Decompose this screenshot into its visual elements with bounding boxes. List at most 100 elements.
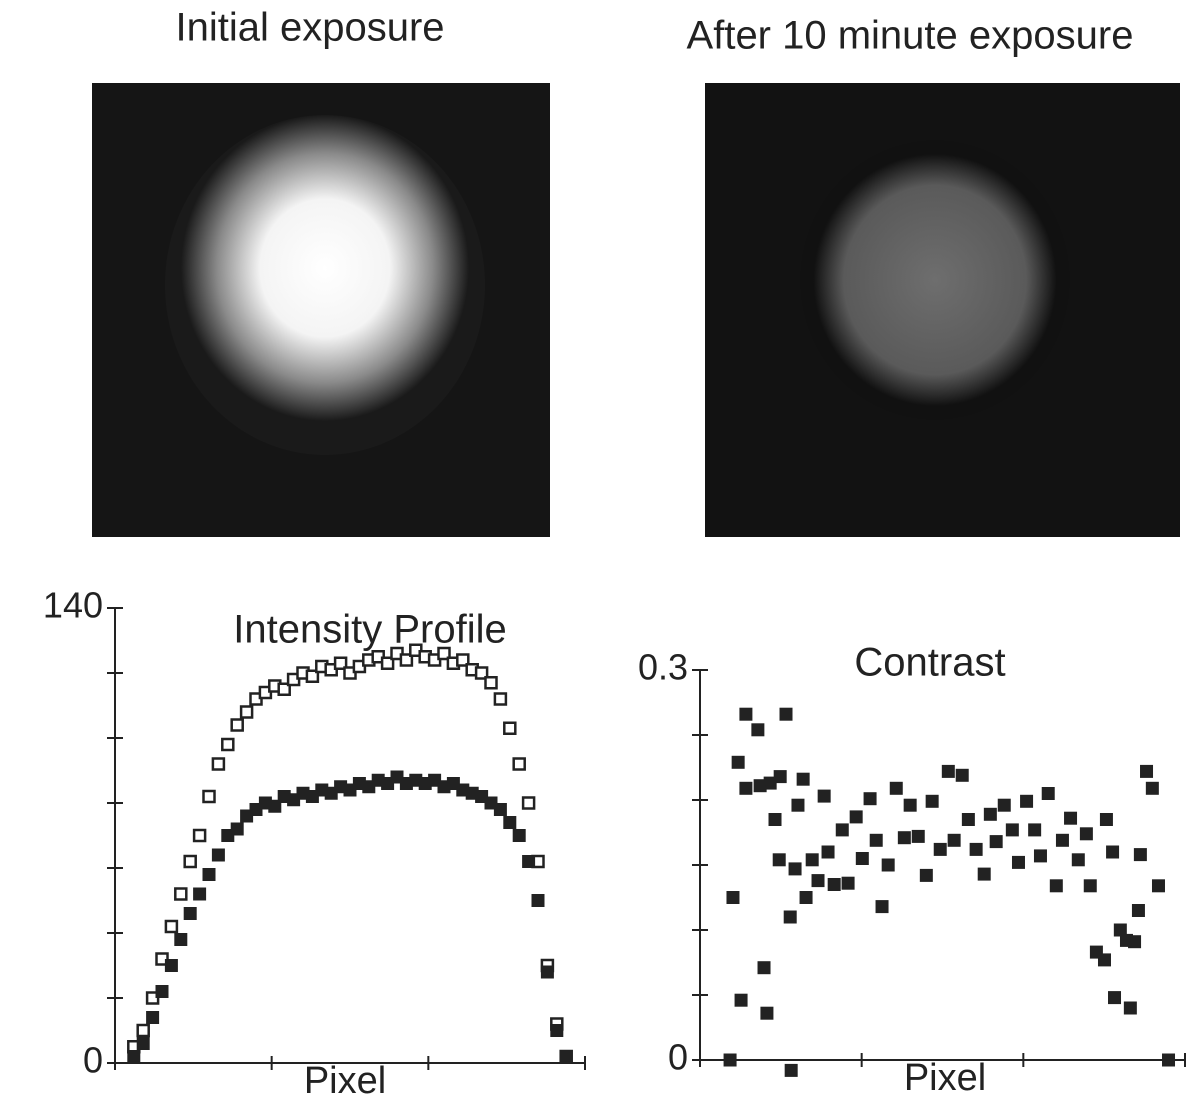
filled-square-point [1041,787,1055,800]
filled-square-point [559,1050,573,1063]
filled-square-point [1033,849,1047,863]
filled-square-point [783,910,797,924]
filled-square-point [817,789,831,803]
y-tick-label: 0.3 [638,647,688,688]
open-square-point [174,887,188,901]
filled-square-point [1028,823,1042,837]
open-square-point [437,646,451,661]
open-square-point [493,692,508,706]
chart-title: Contrast [854,641,1005,685]
image-title: After 10 minute exposure [687,14,1134,58]
filled-square-point [202,868,216,881]
filled-square-point [779,707,793,721]
charts: 0 140 Intensity Profile Pixel 0 0.3 Contrast Pi… [43,585,1186,1102]
open-square-point [230,718,244,732]
filled-square-point [925,794,939,808]
open-square-point [211,757,226,771]
filled-square-point [875,900,889,914]
open-square-point [333,656,348,670]
filled-square-point [983,807,997,821]
filled-square-point [796,772,810,786]
filled-square-point [1162,1053,1176,1067]
filled-square-point [146,1011,160,1024]
filled-square-point [933,842,947,856]
y-tick-label: 0 [83,1040,103,1081]
open-square-point [474,666,489,680]
filled-square-point [969,842,983,856]
filled-square-point [768,813,782,826]
filled-square-point [897,831,911,845]
image-title: Initial exposure [175,6,444,50]
filled-square-point [821,845,835,859]
filled-square-point [989,835,1003,849]
open-square-point [239,705,254,719]
filled-square-point [757,961,771,975]
image-spot [165,115,485,455]
open-square-point [277,682,291,696]
filled-square-point [841,876,855,890]
filled-square-point [1049,879,1063,893]
filled-square-point [863,792,877,806]
filled-square-point [919,868,933,882]
open-square-point [512,757,526,771]
filled-square-point [811,874,825,888]
open-square-point [183,854,197,869]
open-square-point [164,919,179,934]
filled-square-point [889,781,903,795]
filled-square-point [955,768,969,782]
filled-square-point [127,1050,141,1063]
open-square-point [399,653,414,667]
filled-square-point [911,829,925,843]
filled-square-point [855,852,869,865]
filled-square-point [784,1063,798,1077]
filled-square-point [731,755,745,769]
filled-square-point [1151,879,1165,893]
filled-square-point [230,822,244,836]
open-square-point [305,669,320,683]
y-tick-label: 0 [668,1037,688,1078]
filled-square-point [193,887,207,901]
filled-square-point [788,862,802,876]
filled-square-point [155,985,169,998]
filled-square-point [941,764,955,778]
filled-square-point [835,823,849,837]
filled-square-point [1055,833,1069,847]
filled-square-point [174,933,188,946]
filled-square-point [869,833,883,847]
filled-square-point [136,1037,150,1050]
filled-square-point [726,891,740,904]
open-square-point [456,653,470,667]
filled-square-point [1128,935,1142,949]
filled-square-point [540,965,554,979]
open-square-point [380,656,395,670]
filled-square-point [268,799,282,813]
chart-title: Intensity Profile [233,608,506,652]
x-axis-label: Pixel [304,1060,386,1102]
filled-square-point [522,855,536,868]
filled-square-point [805,853,819,867]
filled-square-point [849,810,863,824]
filled-square-point [183,907,197,920]
filled-square-point [791,798,805,812]
filled-square-point [1020,794,1034,808]
filled-square-point [1011,855,1025,869]
filled-square-point [734,993,748,1007]
filled-square-point [739,707,753,721]
filled-square-point [1106,845,1120,859]
filled-square-point [961,813,975,826]
filled-square-point [1108,991,1122,1005]
filled-square-point [947,833,961,847]
filled-square-point [164,959,178,972]
x-axis-label: Pixel [904,1057,986,1099]
filled-square-point [1005,823,1019,837]
filled-square-point [1097,953,1111,967]
filled-square-point [1133,848,1147,862]
filled-square-point [1131,904,1145,917]
filled-square-point [827,878,841,891]
open-square-point [202,789,216,804]
filled-square-point [1140,764,1154,778]
open-square-point [521,796,536,810]
filled-square-point [772,853,786,867]
